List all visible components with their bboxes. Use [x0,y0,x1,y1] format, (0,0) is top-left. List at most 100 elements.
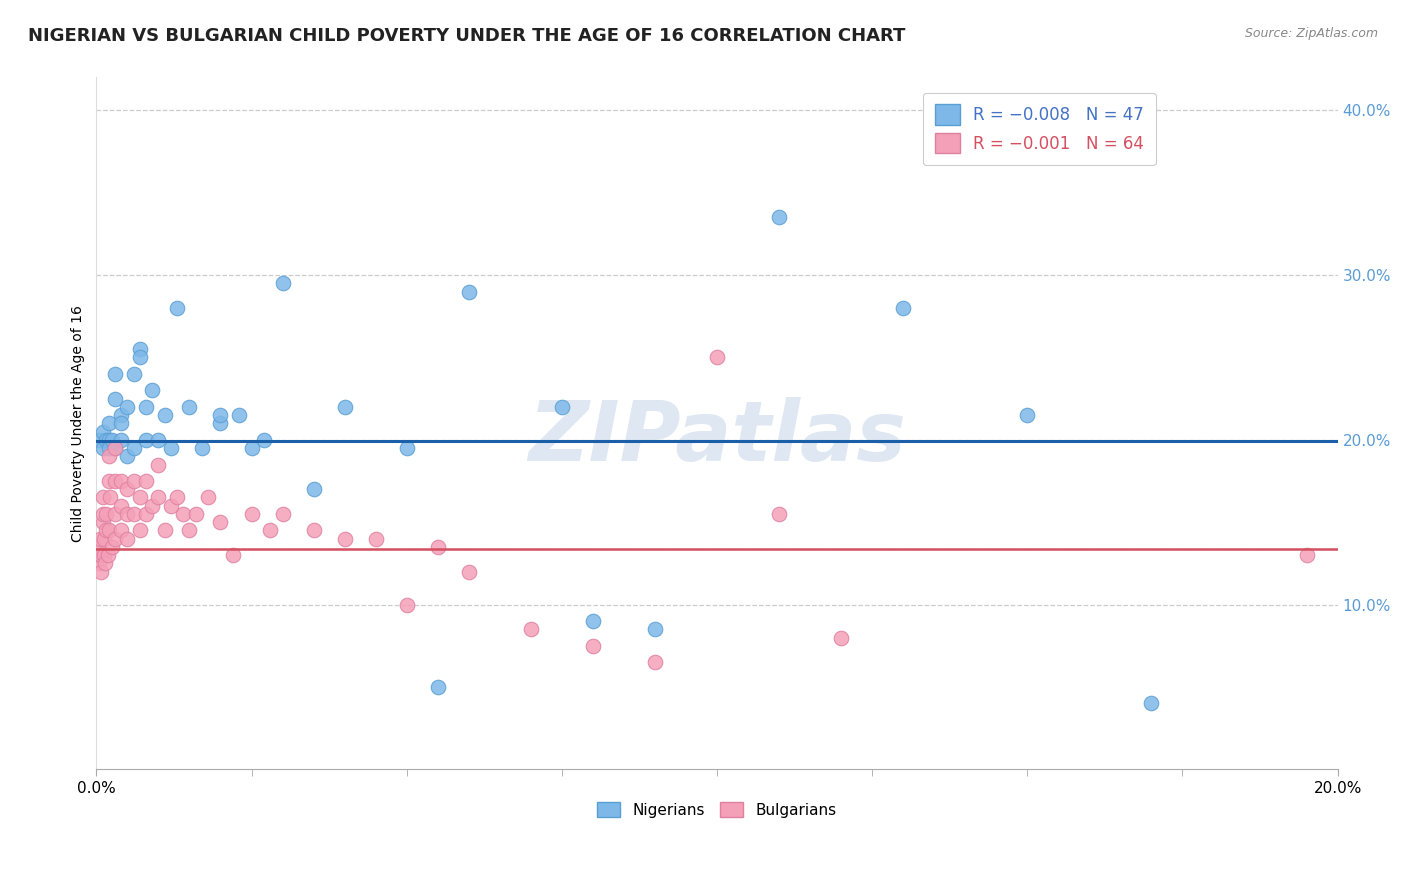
Point [333,532,356,546]
Point [457,565,479,579]
Point [179,524,201,538]
Point [179,400,201,414]
Point [122,474,145,488]
Point [159,441,181,455]
Point [135,507,157,521]
Point [153,408,176,422]
Point [172,507,194,521]
Point [520,622,543,636]
Point [582,614,605,628]
Point [94,507,117,521]
Point [197,491,219,505]
Point [302,524,325,538]
Point [91,425,114,439]
Point [768,211,790,225]
Point [364,532,387,546]
Point [97,433,120,447]
Point [395,598,418,612]
Point [87,540,110,554]
Point [1017,408,1039,422]
Point [110,499,132,513]
Point [1140,697,1163,711]
Point [98,491,121,505]
Point [457,285,479,299]
Point [135,474,157,488]
Point [94,557,117,571]
Point [97,417,120,431]
Point [333,400,356,414]
Point [222,548,245,562]
Point [128,351,150,365]
Point [166,301,188,315]
Point [768,507,790,521]
Point [93,532,115,546]
Point [644,655,666,669]
Point [166,491,188,505]
Point [830,631,852,645]
Point [104,441,127,455]
Point [128,491,150,505]
Point [97,441,120,455]
Point [1295,548,1317,562]
Point [240,441,263,455]
Point [89,532,111,546]
Point [91,515,114,529]
Point [271,507,294,521]
Point [148,433,170,447]
Point [117,450,139,464]
Point [148,458,170,472]
Point [228,408,250,422]
Point [426,540,449,554]
Point [141,384,163,398]
Point [104,474,127,488]
Point [96,548,118,562]
Point [97,524,120,538]
Y-axis label: Child Poverty Under the Age of 16: Child Poverty Under the Age of 16 [72,305,86,541]
Text: Source: ZipAtlas.com: Source: ZipAtlas.com [1244,27,1378,40]
Point [117,400,139,414]
Point [271,277,294,291]
Point [122,507,145,521]
Point [104,367,127,381]
Point [191,441,214,455]
Point [184,507,207,521]
Point [91,491,114,505]
Point [159,499,181,513]
Point [240,507,263,521]
Point [104,532,127,546]
Point [706,351,728,365]
Text: ZIPatlas: ZIPatlas [529,397,905,478]
Point [426,680,449,694]
Point [117,507,139,521]
Point [87,548,110,562]
Point [91,441,114,455]
Point [101,433,124,447]
Point [122,441,145,455]
Point [153,524,176,538]
Point [128,343,150,357]
Point [135,400,157,414]
Point [128,524,150,538]
Text: NIGERIAN VS BULGARIAN CHILD POVERTY UNDER THE AGE OF 16 CORRELATION CHART: NIGERIAN VS BULGARIAN CHILD POVERTY UNDE… [28,27,905,45]
Point [395,441,418,455]
Point [97,474,120,488]
Point [302,483,325,497]
Point [90,548,112,562]
Point [97,450,120,464]
Point [141,499,163,513]
Point [89,557,111,571]
Point [110,417,132,431]
Point [135,433,157,447]
Point [644,622,666,636]
Point [104,507,127,521]
Point [117,483,139,497]
Point [110,408,132,422]
Point [90,565,112,579]
Point [94,433,117,447]
Point [209,417,232,431]
Point [259,524,281,538]
Point [209,408,232,422]
Point [96,524,118,538]
Legend: Nigerians, Bulgarians: Nigerians, Bulgarians [592,796,842,824]
Point [91,507,114,521]
